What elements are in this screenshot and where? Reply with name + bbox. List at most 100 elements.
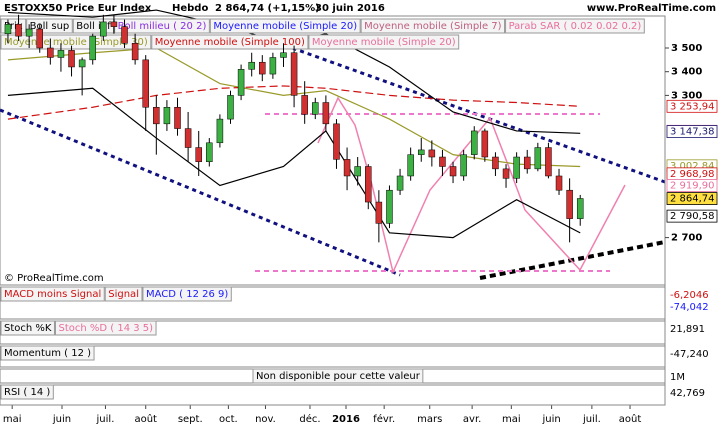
candle-body [47, 47, 54, 58]
candle-body [407, 154, 414, 177]
x-tick-label: févr. [373, 413, 395, 425]
candle-body [131, 43, 139, 61]
candle-body [343, 159, 351, 177]
candle-body [68, 50, 75, 68]
x-tick-label: nov. [255, 414, 276, 425]
candle-body [492, 156, 499, 170]
candle-body [290, 52, 298, 96]
last-price: 2 864,74 (+1,15%) [215, 3, 320, 14]
x-tick-label: avr. [463, 414, 481, 425]
x-tick-label: sept. [178, 414, 203, 425]
candle-body [142, 59, 149, 108]
candle-body [566, 189, 573, 219]
price-label-box [666, 99, 718, 113]
legend-box [360, 18, 506, 34]
legend-label: Boll milieu ( 20 2) [118, 21, 207, 32]
legend-box [505, 18, 645, 34]
panel-label: Signal [108, 289, 139, 300]
candle-body [545, 147, 552, 177]
legend-label: Parab SAR ( 0.02 0.02 0.2) [509, 21, 642, 32]
panel-value: -74,042 [670, 302, 709, 313]
x-tick-label: mai [502, 414, 521, 425]
panel-label-box [0, 320, 55, 336]
x-tick-label: mars [417, 414, 442, 425]
candle-body [259, 61, 266, 75]
x-tick-label: 2016 [332, 414, 360, 425]
legend-label: Moyenne mobile (Simple 20) [312, 37, 456, 48]
candle-body [15, 24, 22, 37]
panel-label-box [252, 368, 424, 384]
panel-label-box [0, 345, 95, 361]
legend-label: Prix [4, 21, 23, 32]
candle-body [555, 175, 563, 191]
panel-label-box [0, 384, 54, 400]
panel-value: 42,769 [670, 388, 705, 399]
price-label-box [666, 209, 718, 223]
period: Hebdo [172, 3, 208, 14]
x-tick-label: juin [52, 414, 71, 425]
candle-body [100, 21, 107, 37]
candle-body [439, 156, 446, 167]
panel-label: Stoch %K [4, 323, 52, 334]
candle-body [449, 166, 457, 177]
candle-body [418, 149, 425, 155]
candle-body [174, 106, 181, 129]
legend-box [151, 34, 309, 50]
candle-body [534, 147, 542, 170]
candle-body [333, 123, 340, 160]
panel-label-box [54, 320, 157, 336]
x-tick-label: août [619, 413, 642, 425]
wave-arrows [317, 96, 626, 275]
panel-label: Momentum ( 12 ) [4, 348, 91, 359]
candle-body [89, 35, 96, 61]
x-tick-label: oct. [219, 414, 238, 425]
candle-body [25, 28, 33, 37]
candle-body [513, 156, 520, 179]
price-label: 3 147,38 [670, 127, 715, 138]
x-tick-label: juil. [582, 414, 601, 425]
candle-body [227, 95, 234, 120]
x-tick-label: juin [541, 414, 560, 425]
candle-body [301, 95, 308, 115]
candle-body [4, 24, 12, 35]
panel-label: Stoch %D ( 14 3 5) [58, 323, 153, 334]
candle-body [216, 118, 224, 144]
panel-label: RSI ( 14 ) [4, 387, 50, 398]
price-label: 3 253,94 [670, 101, 715, 112]
legend-box [209, 18, 361, 34]
candle-body [396, 175, 404, 191]
legend-label: Moyenne mobile (Simple 20) [213, 21, 357, 32]
trend-line [269, 38, 666, 184]
legend-label: Boll sup [30, 21, 70, 32]
panel-label: Non disponible pour cette valeur [256, 371, 421, 382]
legend-box [308, 34, 460, 50]
candle-body [57, 50, 65, 58]
indicator-line [7, 87, 581, 239]
candle-body [36, 28, 43, 49]
candle-body [312, 102, 319, 115]
price-label-box [666, 125, 718, 138]
candle-body [576, 198, 584, 219]
candle-body [375, 201, 383, 224]
candle-body [184, 128, 192, 148]
legend-label: Moyenne mobile (Simple 7) [364, 21, 502, 32]
candle-body [280, 52, 287, 58]
candle-body [354, 166, 361, 177]
panel-label: MACD ( 12 26 9) [146, 289, 228, 300]
price-label: 3 002,84 [670, 161, 715, 172]
price-label: 2 790,58 [670, 211, 715, 222]
candle-body [206, 142, 213, 163]
price-label: 2 968,98 [670, 169, 715, 180]
x-tick-label: juil. [96, 414, 115, 425]
x-tick-label: mai [3, 414, 22, 425]
subpanel [0, 384, 666, 406]
price-label-box [666, 179, 718, 192]
candle-body [153, 106, 160, 125]
candle-body [502, 168, 510, 179]
x-tick-label: déc. [299, 413, 320, 425]
candle-body [460, 154, 467, 177]
panel-label-box [104, 286, 143, 302]
instrument: ESTOXX50 Price Eur Index [4, 3, 152, 14]
subpanel [0, 345, 666, 368]
